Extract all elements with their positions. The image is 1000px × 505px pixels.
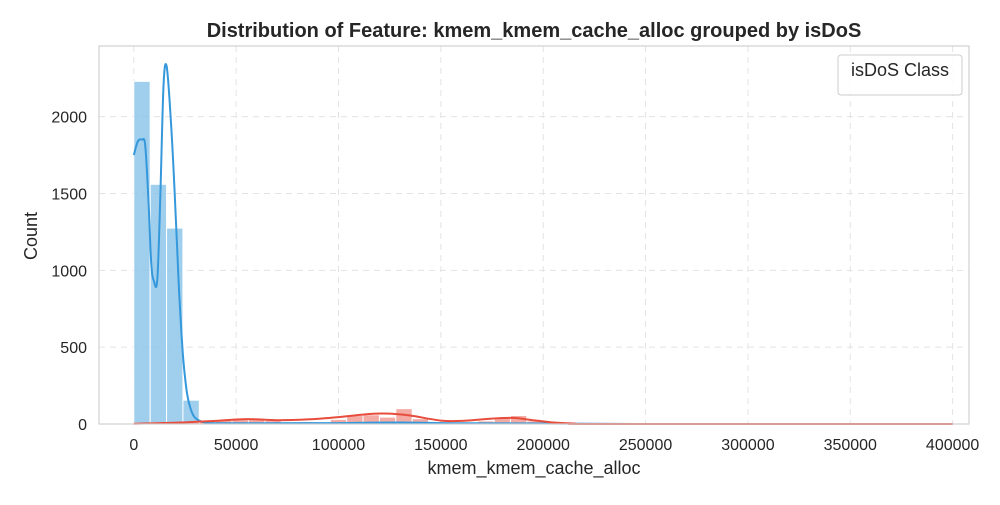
x-tick-label: 350000: [824, 437, 877, 454]
x-tick-label: 300000: [721, 437, 774, 454]
x-tick-label: 200000: [517, 437, 570, 454]
y-axis-label: Count: [21, 212, 41, 260]
histogram-bar-series-1: [134, 81, 150, 424]
x-axis-ticks: 0 50000 100000 150000 200000 250000 300000 3500…: [129, 437, 979, 454]
y-axis-ticks: 0 500 1000 1500 2000: [51, 110, 87, 434]
x-tick-label: 100000: [312, 437, 365, 454]
x-tick-label: 400000: [926, 437, 979, 454]
legend: isDoS Class: [838, 55, 962, 95]
plot-frame: [99, 46, 969, 424]
y-tick-label: 0: [78, 417, 87, 434]
chart-title: Distribution of Feature: kmem_kmem_cache…: [207, 20, 862, 42]
x-tick-label: 250000: [619, 437, 672, 454]
y-tick-label: 2000: [51, 110, 87, 127]
grid-lines: [99, 46, 969, 424]
x-tick-label: 0: [129, 437, 138, 454]
y-tick-label: 500: [60, 340, 87, 357]
legend-title: isDoS Class: [851, 60, 949, 80]
histogram-bar-series-1: [150, 184, 166, 424]
bars: [134, 81, 576, 424]
x-tick-label: 50000: [214, 437, 259, 454]
x-axis-label: kmem_kmem_cache_alloc: [427, 458, 640, 479]
y-tick-label: 1500: [51, 187, 87, 204]
y-tick-label: 1000: [51, 263, 87, 280]
x-tick-label: 150000: [414, 437, 467, 454]
